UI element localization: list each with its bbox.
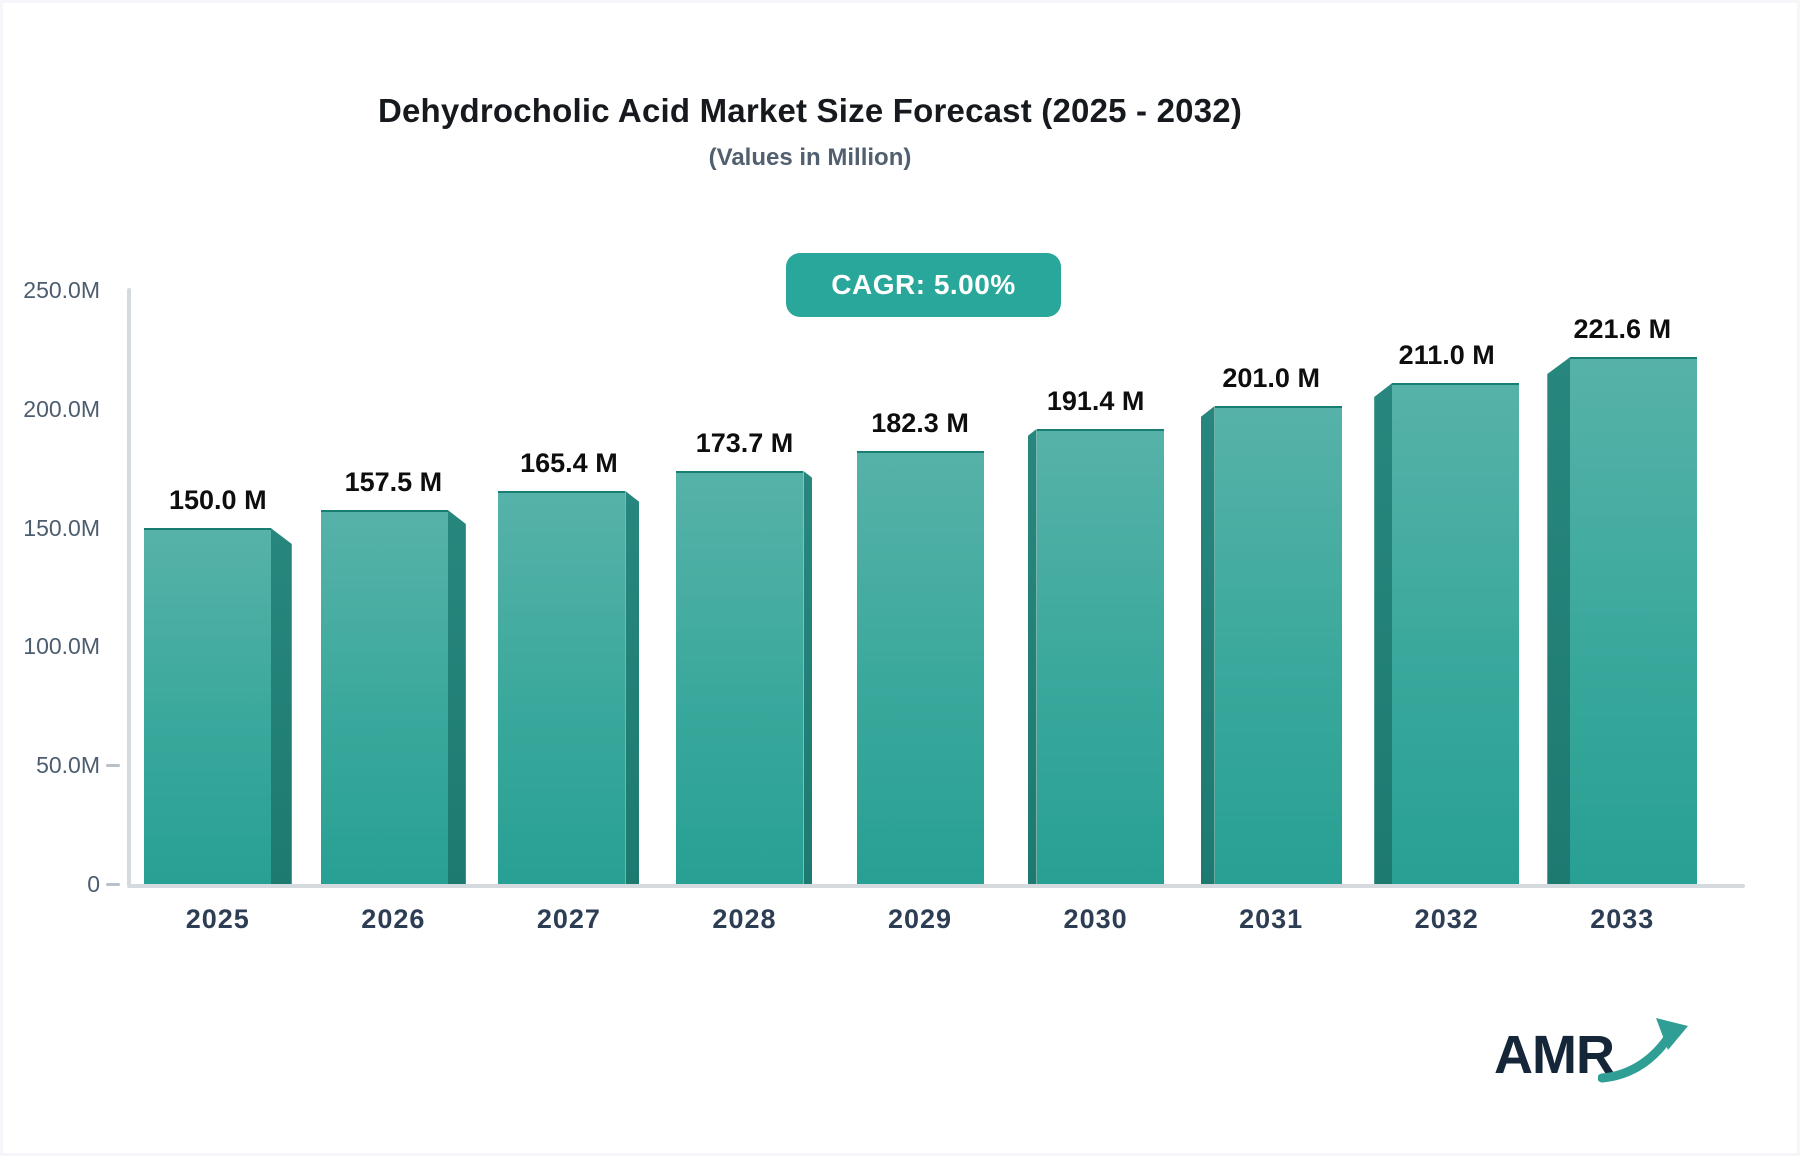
bar-front-face — [676, 471, 804, 884]
value-label: 157.5 M — [344, 467, 443, 497]
bar-side-face — [803, 471, 813, 884]
bar-2031 — [1200, 406, 1342, 884]
bar-2026 — [320, 510, 466, 884]
value-label: 221.6 M — [1573, 314, 1672, 344]
bar-2033 — [1547, 357, 1698, 884]
logo-text: AMR — [1494, 1025, 1615, 1085]
y-tick-dash — [106, 883, 120, 886]
y-axis-line — [127, 288, 131, 886]
x-axis-labels: 2025 2026 2027 2028 2029 2030 2031 2032 2033 — [130, 904, 1710, 935]
value-label: 182.3 M — [871, 408, 969, 438]
value-label: 201.0 M — [1222, 363, 1320, 393]
bar-2032 — [1374, 383, 1520, 884]
bar-side-face — [1547, 357, 1571, 884]
year-label-2032: 2032 — [1414, 904, 1479, 934]
chart-subtitle: (Values in Million) — [708, 144, 912, 171]
bar-column-2032: 211.0 M — [1359, 290, 1535, 884]
y-tick-label: 150.0M — [23, 514, 100, 541]
bar-side-face — [270, 528, 292, 884]
bar-side-face — [625, 491, 640, 884]
year-label-2028: 2028 — [712, 904, 777, 934]
year-label-2029: 2029 — [887, 904, 953, 934]
value-label: 165.4 M — [520, 448, 618, 478]
bar-column-2026: 157.5 M — [306, 290, 482, 884]
value-label: 150.0 M — [169, 485, 267, 515]
bar-column-2030: 191.4 M — [1008, 290, 1184, 884]
bar-front-face — [320, 510, 448, 884]
bar-side-face — [1027, 429, 1037, 884]
bar-2030 — [1027, 429, 1164, 884]
bar-front-face — [1392, 383, 1520, 884]
bar-column-2028: 173.7 M — [657, 290, 833, 884]
year-label-2033: 2033 — [1590, 904, 1655, 934]
bar-column-2025: 150.0 M — [130, 290, 306, 884]
value-label: 173.7 M — [695, 428, 794, 458]
value-label: 211.0 M — [1398, 340, 1495, 370]
bar-side-face — [1374, 383, 1393, 884]
year-label-2025: 2025 — [185, 904, 250, 934]
y-tick-label: 0 — [87, 871, 100, 897]
bar-2029 — [856, 451, 984, 884]
bar-column-2027: 165.4 M — [481, 290, 657, 884]
bar-column-2031: 201.0 M — [1183, 290, 1359, 884]
y-tick-label: 200.0M — [23, 395, 100, 422]
bar-side-face — [447, 510, 466, 884]
bar-2028 — [676, 471, 813, 884]
y-tick-label: 100.0M — [23, 633, 100, 660]
bar-2025 — [143, 528, 292, 884]
y-tick-dash — [106, 764, 120, 768]
bar-front-face — [856, 451, 984, 884]
bar-2027 — [498, 491, 640, 884]
year-label-2031: 2031 — [1239, 904, 1304, 934]
chart-header: Dehydrocholic Acid Market Size Forecast … — [0, 92, 1620, 172]
bar-side-face — [1200, 406, 1215, 884]
amr-logo: AMR — [1494, 1018, 1690, 1088]
bar-front-face — [1570, 357, 1698, 884]
bar-front-face — [498, 491, 626, 884]
value-label: 191.4 M — [1046, 386, 1145, 416]
bar-front-face — [143, 528, 271, 884]
y-tick-label: 50.0M — [36, 752, 100, 779]
year-label-2026: 2026 — [361, 904, 426, 934]
bar-front-face — [1214, 406, 1342, 884]
bars-row: 150.0 M 157.5 M 165.4 M 173.7 M 182.3 M 191.4… — [130, 290, 1710, 884]
trending-up-arrow-icon — [1598, 1018, 1688, 1083]
year-label-2027: 2027 — [536, 904, 601, 934]
y-tick-label: 250.0M — [23, 277, 100, 303]
bar-front-face — [1036, 429, 1164, 884]
x-axis-line — [127, 884, 1745, 888]
bar-column-2029: 182.3 M — [832, 290, 1008, 884]
cagr-badge: CAGR: 5.00% — [786, 253, 1061, 317]
year-label-2030: 2030 — [1063, 904, 1128, 934]
page-title: Dehydrocholic Acid Market Size Forecast … — [377, 92, 1243, 129]
bar-column-2033: 221.6 M — [1535, 290, 1711, 884]
